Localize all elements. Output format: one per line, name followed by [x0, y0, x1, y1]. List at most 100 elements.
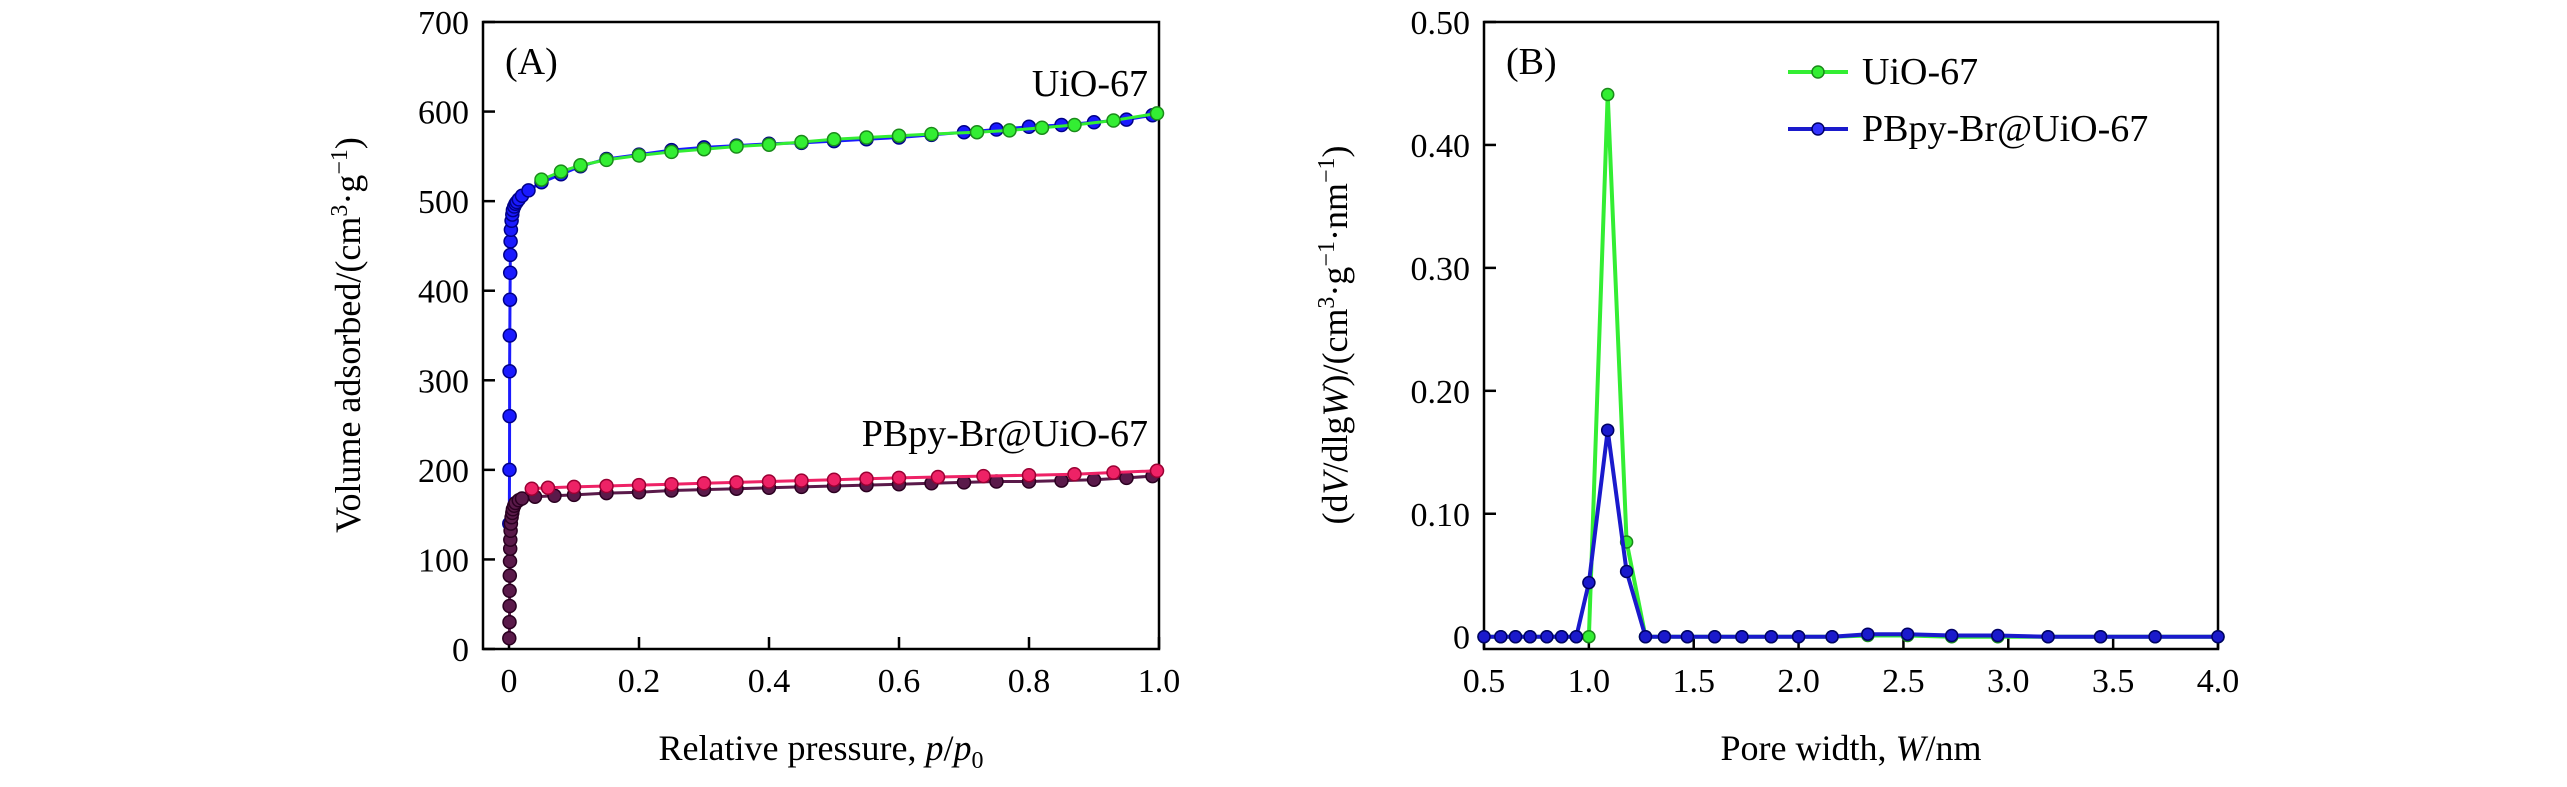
- chart-a-x-tick-label: 0.6: [878, 663, 921, 700]
- chart-b-data-point: [1554, 629, 1569, 644]
- chart-b-data-point: [1900, 627, 1915, 641]
- chart-a-data-point: [566, 479, 582, 495]
- chart-a-data-point: [1149, 463, 1165, 479]
- chart-a-data-point: [502, 553, 518, 569]
- legend-marker-pbpy: [1811, 122, 1825, 136]
- chart-b-data-point: [1540, 629, 1554, 644]
- chart-a-data-point: [826, 132, 842, 147]
- chart-a-data-point: [573, 158, 588, 173]
- chart-a-x-tick-label: 0: [501, 663, 518, 700]
- chart-a-data-point: [664, 144, 679, 160]
- chart-b-legend: UiO-67 PBpy-Br@UiO-67: [1788, 51, 2148, 150]
- chart-a-data-point: [502, 408, 517, 424]
- chart-b-y-tick-label: 0.40: [1411, 128, 1471, 165]
- chart-b-data-point: [1582, 629, 1596, 644]
- chart-a-frame: [481, 20, 1161, 651]
- chart-b-data-point: [1657, 629, 1672, 644]
- chart-b-series: [1477, 87, 2225, 644]
- chart-a-data-point: [859, 471, 874, 487]
- chart-a-y-tick-label: 500: [418, 184, 469, 221]
- chart-a-x-tick-label: 1.0: [1138, 663, 1181, 700]
- chart-a-data-point: [502, 598, 517, 614]
- chart-b-data-point: [1600, 87, 1615, 102]
- chart-a-data-point: [514, 491, 530, 506]
- chart-a-data-point: [1106, 113, 1121, 128]
- chart-a-data-point: [761, 474, 777, 489]
- chart-a-data-point: [502, 265, 518, 281]
- chart-a-series-line: [507, 474, 1153, 639]
- chart-b-x-tick-label: 0.5: [1463, 663, 1506, 700]
- chart-b: 0.5 1.0 1.5 2.0 2.5 3.0 3.5 4.0 0 0.10 0.20 0.30 0.…: [1314, 5, 2239, 768]
- chart-a-data-point: [729, 475, 744, 490]
- chart-b-data-point: [1825, 629, 1839, 644]
- chart-a-x-ticks: 0 0.2 0.4 0.6 0.8 1.0: [501, 637, 1181, 700]
- chart-a-data-point: [696, 141, 712, 157]
- chart-a-y-tick-label: 600: [418, 95, 469, 132]
- chart-a-data-point: [1106, 465, 1121, 480]
- legend-marker-uio67: [1811, 65, 1825, 79]
- chart-a-x-axis-label: Relative pressure, p/p0: [659, 728, 984, 774]
- chart-a-data-point: [524, 481, 540, 496]
- chart-a-data-point: [553, 164, 569, 179]
- chart-a-data-point: [924, 126, 939, 142]
- chart-b-data-point: [1791, 629, 1806, 644]
- chart-a-y-ticks: 0 100 200 300 400 500 600 700: [418, 5, 495, 669]
- chart-a-y-tick-label: 400: [418, 274, 469, 311]
- chart-b-data-point: [1494, 629, 1508, 644]
- chart-b-y-tick-label: 0.30: [1411, 251, 1471, 288]
- chart-a-x-tick-label: 0.2: [618, 663, 661, 700]
- chart-a-x-tick-label: 0.4: [748, 663, 791, 700]
- chart-b-data-point: [1638, 629, 1653, 644]
- chart-b-data-point: [1991, 628, 2005, 643]
- chart-b-y-tick-label: 0.10: [1411, 497, 1471, 534]
- chart-a-y-axis-label: Volume adsorbed/(cm3·g−1): [327, 137, 368, 533]
- chart-a-data-point: [599, 152, 614, 168]
- chart-a-data-point: [521, 183, 536, 198]
- chart-a-data-point: [502, 364, 517, 379]
- chart-a-data-point: [1021, 467, 1037, 483]
- chart-a-y-tick-label: 700: [418, 5, 469, 42]
- chart-b-y-ticks: 0 0.10 0.20 0.30 0.40 0.50: [1411, 5, 1496, 657]
- chart-a-data-point: [503, 247, 518, 263]
- chart-b-panel-label: (B): [1506, 41, 1557, 83]
- chart-a-data-point: [599, 478, 614, 494]
- chart-b-x-axis-label: Pore width, W/nm: [1720, 728, 1981, 768]
- chart-a-data-point: [502, 568, 518, 583]
- chart-a-data-point: [1067, 467, 1082, 482]
- chart-a-data-point: [794, 134, 809, 150]
- chart-b-y-tick-label: 0.50: [1411, 5, 1471, 42]
- chart-a-data-point: [826, 472, 842, 487]
- chart-a-data-point: [969, 124, 985, 140]
- chart-b-x-tick-label: 3.0: [1987, 663, 2030, 700]
- chart-a: 0 0.2 0.4 0.6 0.8 1.0 0100200300400500600700 …: [327, 5, 1180, 774]
- chart-a-data-point: [631, 148, 647, 163]
- chart-a-y-tick-label: 0: [452, 632, 469, 669]
- chart-b-data-point: [1707, 629, 1722, 644]
- chart-b-data-point: [1582, 575, 1596, 590]
- legend-label-pbpy: PBpy-Br@UiO-67: [1862, 108, 2148, 150]
- chart-b-data-point: [1619, 564, 1634, 579]
- legend-label-uio67: UiO-67: [1862, 51, 1978, 93]
- chart-b-x-tick-label: 1.0: [1568, 663, 1611, 700]
- chart-a-data-point: [1034, 120, 1050, 135]
- chart-b-data-point: [2041, 629, 2055, 644]
- chart-a-series-line: [507, 113, 1153, 524]
- chart-a-data-point: [1086, 472, 1102, 487]
- chart-a-data-point: [664, 476, 679, 492]
- chart-a-y-tick-label: 300: [418, 363, 469, 400]
- chart-a-data-point: [729, 139, 744, 154]
- chart-b-y-tick-label: 0.20: [1411, 374, 1471, 411]
- chart-b-data-point: [1861, 627, 1875, 641]
- chart-b-data-point: [1764, 629, 1779, 644]
- chart-a-data-point: [1002, 123, 1017, 138]
- chart-b-x-tick-label: 2.0: [1777, 663, 1820, 700]
- chart-a-data-point: [891, 128, 907, 144]
- chart-a-data-point: [859, 130, 874, 145]
- chart-a-series: [502, 106, 1165, 646]
- chart-a-data-point: [1149, 106, 1165, 121]
- chart-a-data-point: [502, 292, 518, 307]
- chart-a-data-point: [976, 468, 991, 484]
- chart-b-data-point: [2211, 629, 2225, 644]
- chart-b-data-point: [1523, 629, 1537, 644]
